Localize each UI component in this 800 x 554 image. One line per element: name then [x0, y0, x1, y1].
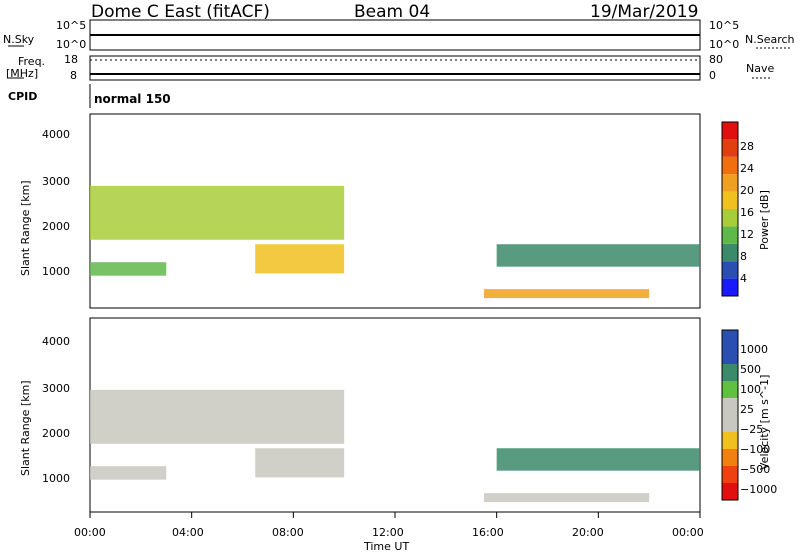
power-cbar-tick-20: 20 — [740, 184, 754, 197]
velocity-cbar-frame — [721, 329, 739, 501]
noise-right-tick-top: 10^5 — [709, 19, 740, 32]
vel-cbar-tick-500: 500 — [740, 363, 761, 376]
power-cbar-tick-4: 4 — [740, 272, 747, 285]
velocity-ytick-1000: 1000 — [42, 472, 70, 485]
vel-cbar-tick-25: 25 — [740, 403, 754, 416]
power-cbar-swatch-5 — [722, 191, 738, 209]
velocity-region-2 — [255, 448, 345, 478]
power-cbar-swatch-9 — [722, 122, 738, 140]
power-cbar-swatch-3 — [722, 226, 738, 244]
xtick-0000: 00:00 — [74, 526, 106, 539]
power-region-1 — [90, 262, 167, 276]
freq-left-tick-top: 18 — [64, 53, 78, 66]
power-ytick-3000: 3000 — [42, 175, 70, 188]
freq-left-tick-bottom: 8 — [70, 69, 77, 82]
power-ytick-2000: 2000 — [42, 220, 70, 233]
velocity-region-1 — [90, 466, 167, 480]
velocity-cbar-swatch-6 — [722, 381, 738, 398]
nave-right-tick-bottom: 0 — [709, 69, 716, 82]
freq-label-line1: Freq. — [18, 55, 46, 68]
cpid-label: CPID — [8, 90, 38, 103]
vel-cbar-tick-neg500: −500 — [740, 463, 771, 476]
velocity-region-0 — [90, 389, 345, 444]
velocity-region-4 — [496, 448, 700, 471]
power-cbar-tick-24: 24 — [740, 162, 754, 175]
noise-left-tick-bottom: 10^0 — [56, 38, 87, 51]
power-region-0 — [90, 185, 345, 240]
beam-label: Beam 04 — [354, 2, 431, 22]
power-cbar-tick-16: 16 — [740, 206, 754, 219]
vel-cbar-tick-neg100: −100 — [740, 443, 771, 456]
power-region-4 — [496, 244, 700, 267]
xtick-1200: 12:00 — [372, 526, 404, 539]
velocity-cbar-swatch-3 — [722, 432, 738, 449]
power-cbar-swatch-7 — [722, 156, 738, 175]
xtick-0800: 08:00 — [272, 526, 304, 539]
power-cbar-tick-12: 12 — [740, 228, 754, 241]
freq-label-line2: [MHz] — [6, 67, 39, 80]
xtick-2000: 20:00 — [572, 526, 604, 539]
power-cbar-swatch-1 — [722, 261, 738, 279]
power-cbar-swatch-0 — [722, 278, 738, 296]
velocity-cbar-swatch-4 — [722, 415, 738, 432]
nave-right-tick-top: 80 — [709, 53, 723, 66]
vel-cbar-tick-neg25: −25 — [740, 423, 764, 436]
power-cbar-swatch-8 — [722, 139, 738, 157]
power-ytick-4000: 4000 — [42, 128, 70, 141]
noise-left-tick-top: 10^5 — [56, 19, 87, 32]
velocity-cbar-swatch-1 — [722, 466, 738, 483]
velocity-cbar-label: Velocity [m s^-1] — [758, 374, 771, 470]
xtick-1600: 16:00 — [472, 526, 504, 539]
cpid-value: normal 150 — [94, 92, 171, 106]
velocity-cbar-swatch-8 — [722, 347, 738, 364]
power-cbar-swatch-6 — [722, 174, 738, 192]
date-label: 19/Mar/2019 — [590, 2, 699, 22]
velocity-cbar-swatch-9 — [722, 330, 738, 347]
velocity-cbar-swatch-0 — [722, 483, 738, 500]
xtick-0400: 04:00 — [172, 526, 204, 539]
velocity-ylabel: Slant Range [km] — [19, 380, 32, 476]
power-region-3 — [483, 289, 650, 299]
power-cbar-swatch-2 — [722, 243, 738, 262]
nsky-label: N.Sky — [3, 33, 35, 46]
velocity-cbar-swatch-2 — [722, 449, 738, 466]
power-cbar-frame — [721, 121, 739, 297]
power-ylabel: Slant Range [km] — [19, 180, 32, 276]
noise-right-tick-bottom: 10^0 — [709, 38, 740, 51]
velocity-cbar-swatch-5 — [722, 398, 738, 415]
vel-cbar-tick-neg1000: −1000 — [740, 483, 778, 496]
power-cbar-label: Power [dB] — [758, 190, 771, 250]
velocity-ytick-3000: 3000 — [42, 382, 70, 395]
freq-panel-frame — [89, 55, 701, 81]
power-cbar-swatch-4 — [722, 209, 738, 227]
power-cbar-tick-8: 8 — [740, 250, 747, 263]
power-region-2 — [255, 244, 345, 274]
station-title: Dome C East (fitACF) — [91, 2, 270, 22]
velocity-ytick-4000: 4000 — [42, 335, 70, 348]
power-cbar-tick-28: 28 — [740, 140, 754, 153]
nsearch-label: N.Search — [745, 33, 795, 46]
nave-label: Nave — [746, 62, 775, 75]
xtick-2400: 00:00 — [672, 526, 704, 539]
velocity-ytick-2000: 2000 — [42, 427, 70, 440]
vel-cbar-tick-100: 100 — [740, 383, 761, 396]
velocity-region-3 — [483, 493, 650, 503]
xaxis-label: Time UT — [364, 540, 410, 553]
velocity-cbar-swatch-7 — [722, 364, 738, 381]
power-ytick-1000: 1000 — [42, 265, 70, 278]
vel-cbar-tick-1000: 1000 — [740, 343, 768, 356]
